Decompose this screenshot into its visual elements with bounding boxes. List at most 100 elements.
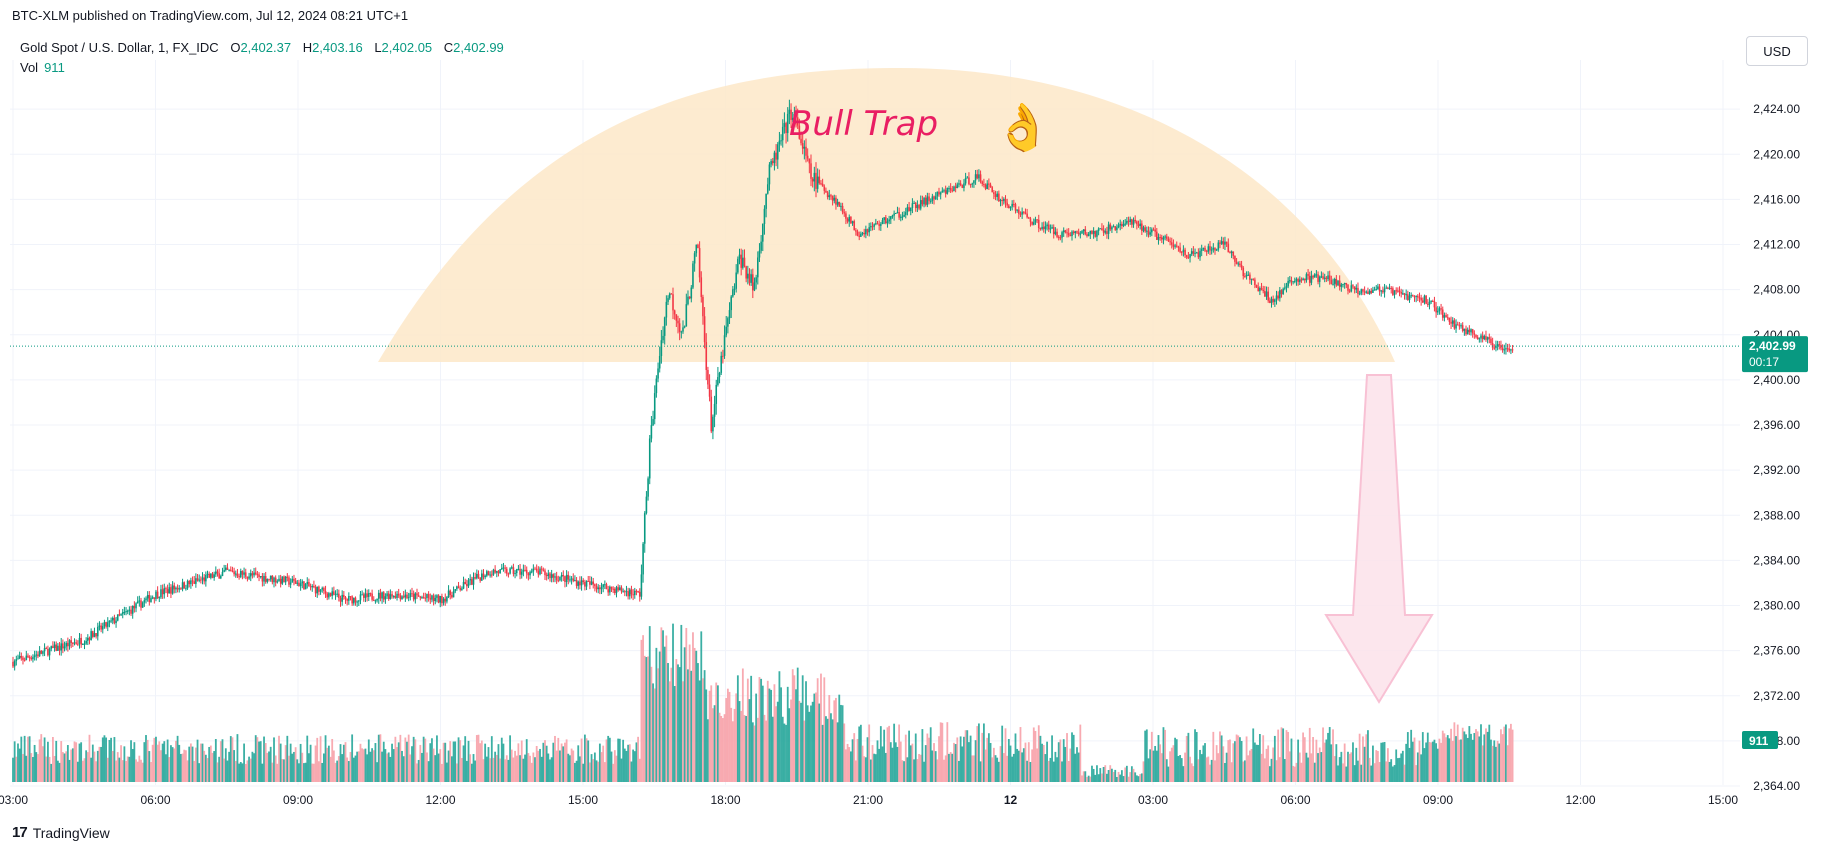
volume-bar (620, 758, 623, 782)
volume-bar (146, 739, 149, 782)
volume-bar (1140, 773, 1143, 782)
volume-bar (43, 737, 46, 782)
candle-body (241, 570, 244, 575)
candle-body (703, 316, 706, 343)
candle-body (1057, 236, 1060, 238)
candle-body (57, 645, 59, 651)
candle-body (1222, 241, 1225, 245)
volume-bar (1317, 753, 1319, 782)
volume-bar (437, 753, 440, 782)
volume-bar (948, 753, 950, 782)
candle-body (974, 174, 977, 181)
volume-bar (1056, 757, 1058, 782)
candle-body (372, 599, 375, 601)
volume-bar (128, 756, 131, 782)
volume-bar (1006, 755, 1009, 782)
volume-bar (1438, 738, 1441, 782)
candle-body (604, 584, 606, 586)
volume-bar (427, 761, 430, 782)
candle-body (1480, 335, 1482, 339)
volume-bar (56, 760, 59, 782)
candle-body (512, 567, 515, 574)
symbol-label[interactable]: Gold Spot / U.S. Dollar, 1, FX_IDC (20, 40, 219, 55)
candle-body (318, 586, 320, 592)
candle-body (53, 644, 56, 649)
candle-body (845, 213, 847, 219)
candle-body (1496, 344, 1499, 346)
candle-body (1204, 247, 1206, 251)
candle-body (953, 186, 955, 191)
candle-body (1470, 329, 1472, 333)
candle-body (690, 287, 693, 299)
candle-body (193, 581, 196, 584)
candle-body (1018, 209, 1020, 214)
candle-body (369, 593, 372, 595)
volume-bar (1189, 756, 1191, 782)
candle-body (835, 197, 837, 205)
candle-body (131, 605, 134, 614)
candle-body (1460, 325, 1462, 327)
candle-body (1501, 348, 1504, 350)
volume-bar (351, 734, 354, 782)
currency-button[interactable]: USD (1746, 36, 1808, 66)
candle-body (1423, 295, 1426, 303)
candle-body (504, 567, 506, 569)
volume-bar (384, 749, 387, 782)
volume-bar (1362, 736, 1364, 782)
candle-body (1375, 288, 1378, 290)
volume-bar (229, 736, 232, 782)
volume-bar (203, 750, 206, 782)
candle-body (1388, 287, 1391, 289)
candle-body (218, 573, 220, 579)
candle-body (1252, 278, 1255, 280)
volume-bar (1165, 759, 1168, 782)
price-axis[interactable]: 2,424.002,420.002,416.002,412.002,408.00… (1753, 102, 1800, 793)
time-axis[interactable]: 03:00 06:00 09:00 12:00 15:00 18:00 21:00 12 03:… (0, 793, 1738, 807)
candle-body (223, 570, 225, 572)
bull-trap-label[interactable]: Bull Trap (789, 104, 938, 144)
volume-bar (1446, 735, 1449, 782)
candle-body (1071, 231, 1073, 237)
candle-body (605, 584, 608, 590)
footer-brand[interactable]: 17 TradingView (12, 824, 110, 841)
candle-body (1244, 276, 1246, 278)
volume-bar (815, 692, 817, 782)
volume-bar (788, 708, 791, 782)
candle-body (406, 594, 408, 599)
volume-bar (951, 753, 954, 782)
candle-body (1413, 296, 1416, 298)
volume-bar (916, 759, 919, 782)
volume-bar (1411, 741, 1414, 782)
price-tick-label: 2,364.00 (1753, 779, 1800, 793)
volume-key[interactable]: Vol (20, 60, 39, 75)
volume-bar (1117, 771, 1120, 782)
volume-bar (550, 757, 553, 782)
price-tick-label: 2,420.00 (1753, 147, 1800, 161)
candle-body (931, 196, 934, 201)
volume-bar (765, 720, 768, 782)
candle-body (284, 576, 287, 583)
volume-bar (391, 743, 393, 782)
volume-bar (856, 738, 859, 782)
volume-bar (1079, 724, 1082, 782)
volume-bar (1004, 728, 1007, 782)
volume-bar (683, 647, 686, 782)
volume-bar (1445, 737, 1447, 782)
candle-body (728, 310, 731, 319)
volume-bar (28, 736, 31, 782)
bull-trap-dome-highlight[interactable] (378, 68, 1395, 362)
volume-bar (452, 741, 455, 782)
volume-bar (23, 735, 26, 782)
down-arrow-annotation[interactable] (1324, 374, 1434, 704)
volume-bar (1219, 731, 1221, 782)
volume-bar (1277, 729, 1280, 782)
volume-bar (52, 736, 54, 782)
candle-body (1473, 333, 1476, 335)
candle-body (858, 235, 861, 237)
candle-body (426, 594, 428, 599)
volume-bar (612, 763, 615, 782)
candle-body (1483, 336, 1486, 340)
candle-body (535, 568, 538, 571)
volume-bar (165, 754, 167, 782)
